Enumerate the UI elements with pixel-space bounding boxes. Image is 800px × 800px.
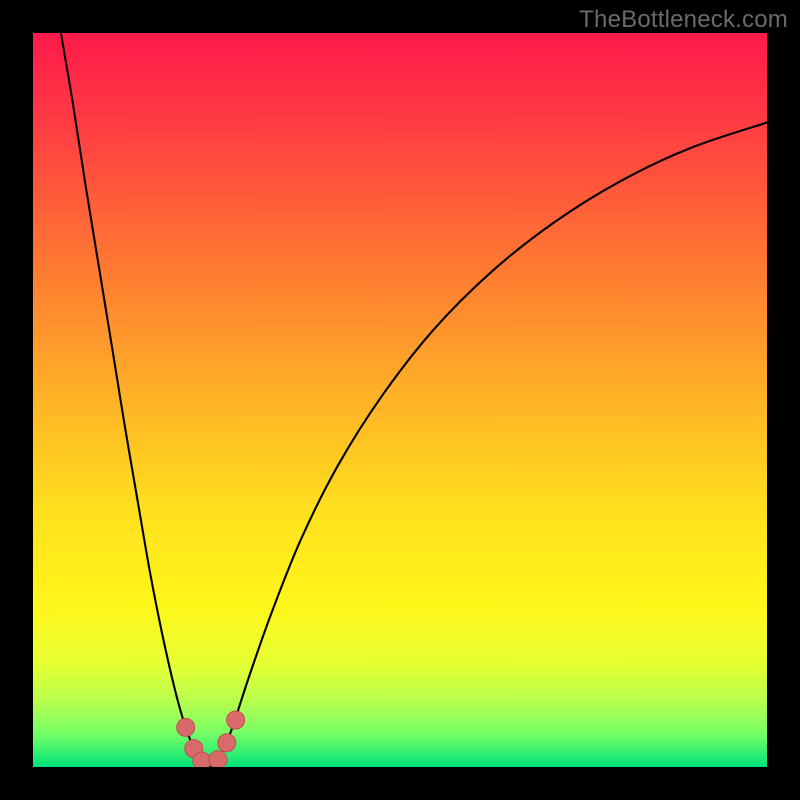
watermark-text: TheBottleneck.com	[579, 6, 788, 34]
curve-marker	[193, 752, 211, 767]
curve-marker	[227, 711, 245, 729]
curve-marker	[218, 734, 236, 752]
curve-marker	[209, 751, 227, 767]
bottleneck-curve-chart	[33, 33, 767, 767]
curve-marker	[177, 718, 195, 736]
plot-area	[33, 33, 767, 767]
plot-background-gradient	[33, 33, 767, 767]
chart-stage: TheBottleneck.com	[0, 0, 800, 800]
